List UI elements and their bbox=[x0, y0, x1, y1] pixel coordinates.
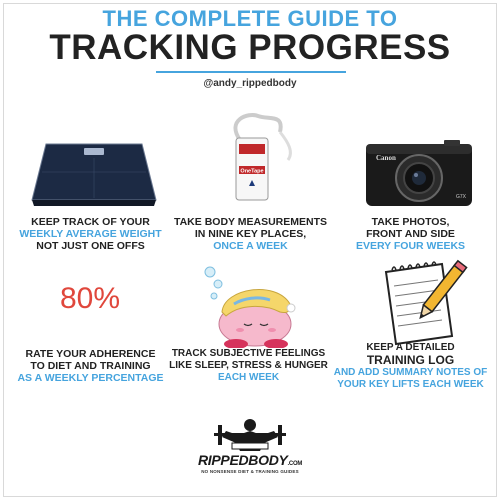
tape-label: OneTape bbox=[240, 169, 263, 175]
adherence-percent: 80% bbox=[59, 282, 121, 315]
tip-highlight: AS A WEEKLY PERCENTAGE bbox=[17, 372, 164, 384]
tip-training-log: KEEP A DETAILED TRAINING LOG AND ADD SUM… bbox=[328, 342, 493, 391]
logo-tagline: NO NONSENSE DIET & TRAINING GUIDES bbox=[201, 469, 299, 474]
author-handle: @andy_rippedbody bbox=[203, 78, 297, 89]
tip-highlight: EVERY FOUR WEEKS bbox=[355, 240, 466, 252]
tip-line: TAKE BODY MEASUREMENTS bbox=[173, 216, 328, 228]
tip-highlight: ONCE A WEEK bbox=[213, 240, 288, 252]
tip-highlight: YOUR KEY LIFTS EACH WEEK bbox=[337, 379, 484, 390]
tip-line: FRONT AND SIDE bbox=[366, 228, 455, 240]
logo-suffix: .COM bbox=[287, 461, 303, 467]
title-top: THE COMPLETE GUIDE TO bbox=[102, 6, 398, 31]
tip-adherence: RATE YOUR ADHERENCE TO DIET AND TRAINING… bbox=[8, 348, 173, 384]
tip-line: TAKE PHOTOS, bbox=[371, 216, 450, 228]
tip-measurements: TAKE BODY MEASUREMENTS IN NINE KEY PLACE… bbox=[168, 216, 333, 252]
tip-line: LIKE SLEEP, STRESS & HUNGER bbox=[169, 360, 328, 371]
notepad-pencil-icon bbox=[384, 259, 468, 346]
measuring-tape-icon: OneTape bbox=[233, 113, 292, 201]
tip-line: IN NINE KEY PLACES, bbox=[194, 228, 307, 240]
title-underline bbox=[156, 71, 346, 73]
tip-line: TO DIET AND TRAINING bbox=[30, 360, 151, 372]
tip-line: KEEP TRACK OF YOUR bbox=[31, 216, 150, 228]
logo-wordmark: RIPPEDBODY.COM bbox=[192, 452, 308, 468]
rippedbody-logo-icon bbox=[214, 419, 286, 451]
tip-line: NOT JUST ONE OFFS bbox=[36, 240, 145, 252]
tip-line: RATE YOUR ADHERENCE bbox=[25, 348, 156, 360]
camera-icon: Canon G7X bbox=[366, 140, 472, 206]
tip-highlight: WEEKLY AVERAGE WEIGHT bbox=[19, 228, 162, 240]
tip-line: TRAINING LOG bbox=[366, 353, 455, 367]
camera-model: G7X bbox=[456, 194, 467, 200]
tip-highlight: AND ADD SUMMARY NOTES OF bbox=[333, 367, 488, 378]
tip-weight: KEEP TRACK OF YOUR WEEKLY AVERAGE WEIGHT… bbox=[8, 216, 173, 252]
tip-highlight: EACH WEEK bbox=[217, 372, 280, 383]
camera-brand: Canon bbox=[376, 154, 396, 162]
bathroom-scale-icon bbox=[31, 143, 157, 206]
tip-line: TRACK SUBJECTIVE FEELINGS bbox=[171, 348, 326, 359]
page-title: TRACKING PROGRESS bbox=[49, 28, 451, 67]
logo-word: RIPPEDBODY bbox=[197, 452, 288, 468]
tip-line: KEEP A DETAILED bbox=[366, 342, 455, 353]
tip-photos: TAKE PHOTOS, FRONT AND SIDE EVERY FOUR W… bbox=[328, 216, 493, 252]
tip-feelings: TRACK SUBJECTIVE FEELINGS LIKE SLEEP, ST… bbox=[166, 348, 331, 384]
image-frame bbox=[3, 3, 497, 497]
sleeping-kirby-icon bbox=[204, 266, 296, 348]
